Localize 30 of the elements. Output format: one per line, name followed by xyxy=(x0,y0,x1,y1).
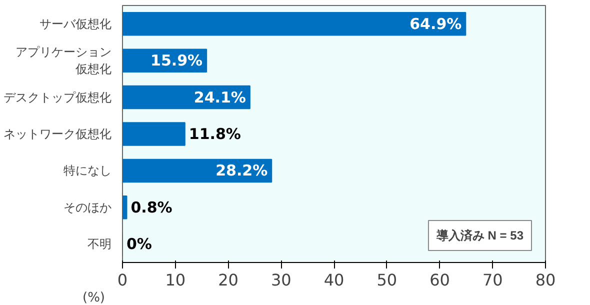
bar xyxy=(122,158,272,183)
x-axis-title: (%) xyxy=(82,290,105,305)
x-tick-label: 0 xyxy=(117,270,128,290)
data-label: 64.9% xyxy=(410,14,462,33)
y-tick-label: そのほか xyxy=(64,200,112,214)
data-label: 28.2% xyxy=(216,162,268,180)
y-tick-label: ネットワーク仮想化 xyxy=(4,127,112,141)
x-tick-label: 30 xyxy=(270,270,292,290)
x-tick-label: 50 xyxy=(376,270,398,290)
bar xyxy=(122,122,186,146)
data-label: 24.1% xyxy=(194,88,246,106)
data-label: 15.9% xyxy=(150,52,203,70)
bar xyxy=(122,196,128,220)
x-tick-label: 60 xyxy=(430,270,450,290)
data-label: 0.8% xyxy=(130,198,172,216)
bar xyxy=(122,12,466,36)
y-tick-label: 特になし xyxy=(64,164,112,178)
annotation: 導入済み N = 53 xyxy=(435,228,524,242)
x-tick-label: 40 xyxy=(324,270,344,290)
x-tick-label: 80 xyxy=(535,270,556,290)
bar xyxy=(122,85,250,110)
y-tick-label: サーバ仮想化 xyxy=(40,16,112,31)
y-tick-label: アプリケーション仮想化 xyxy=(16,45,112,76)
y-tick-label: 不明 xyxy=(88,237,112,252)
data-label: 11.8% xyxy=(188,125,241,143)
x-tick-label: 10 xyxy=(165,270,186,290)
x-tick-label: 70 xyxy=(482,270,503,290)
data-label: 0% xyxy=(126,235,152,254)
y-tick-label: デスクトップ仮想化 xyxy=(4,90,112,104)
x-tick-label: 20 xyxy=(218,270,238,290)
